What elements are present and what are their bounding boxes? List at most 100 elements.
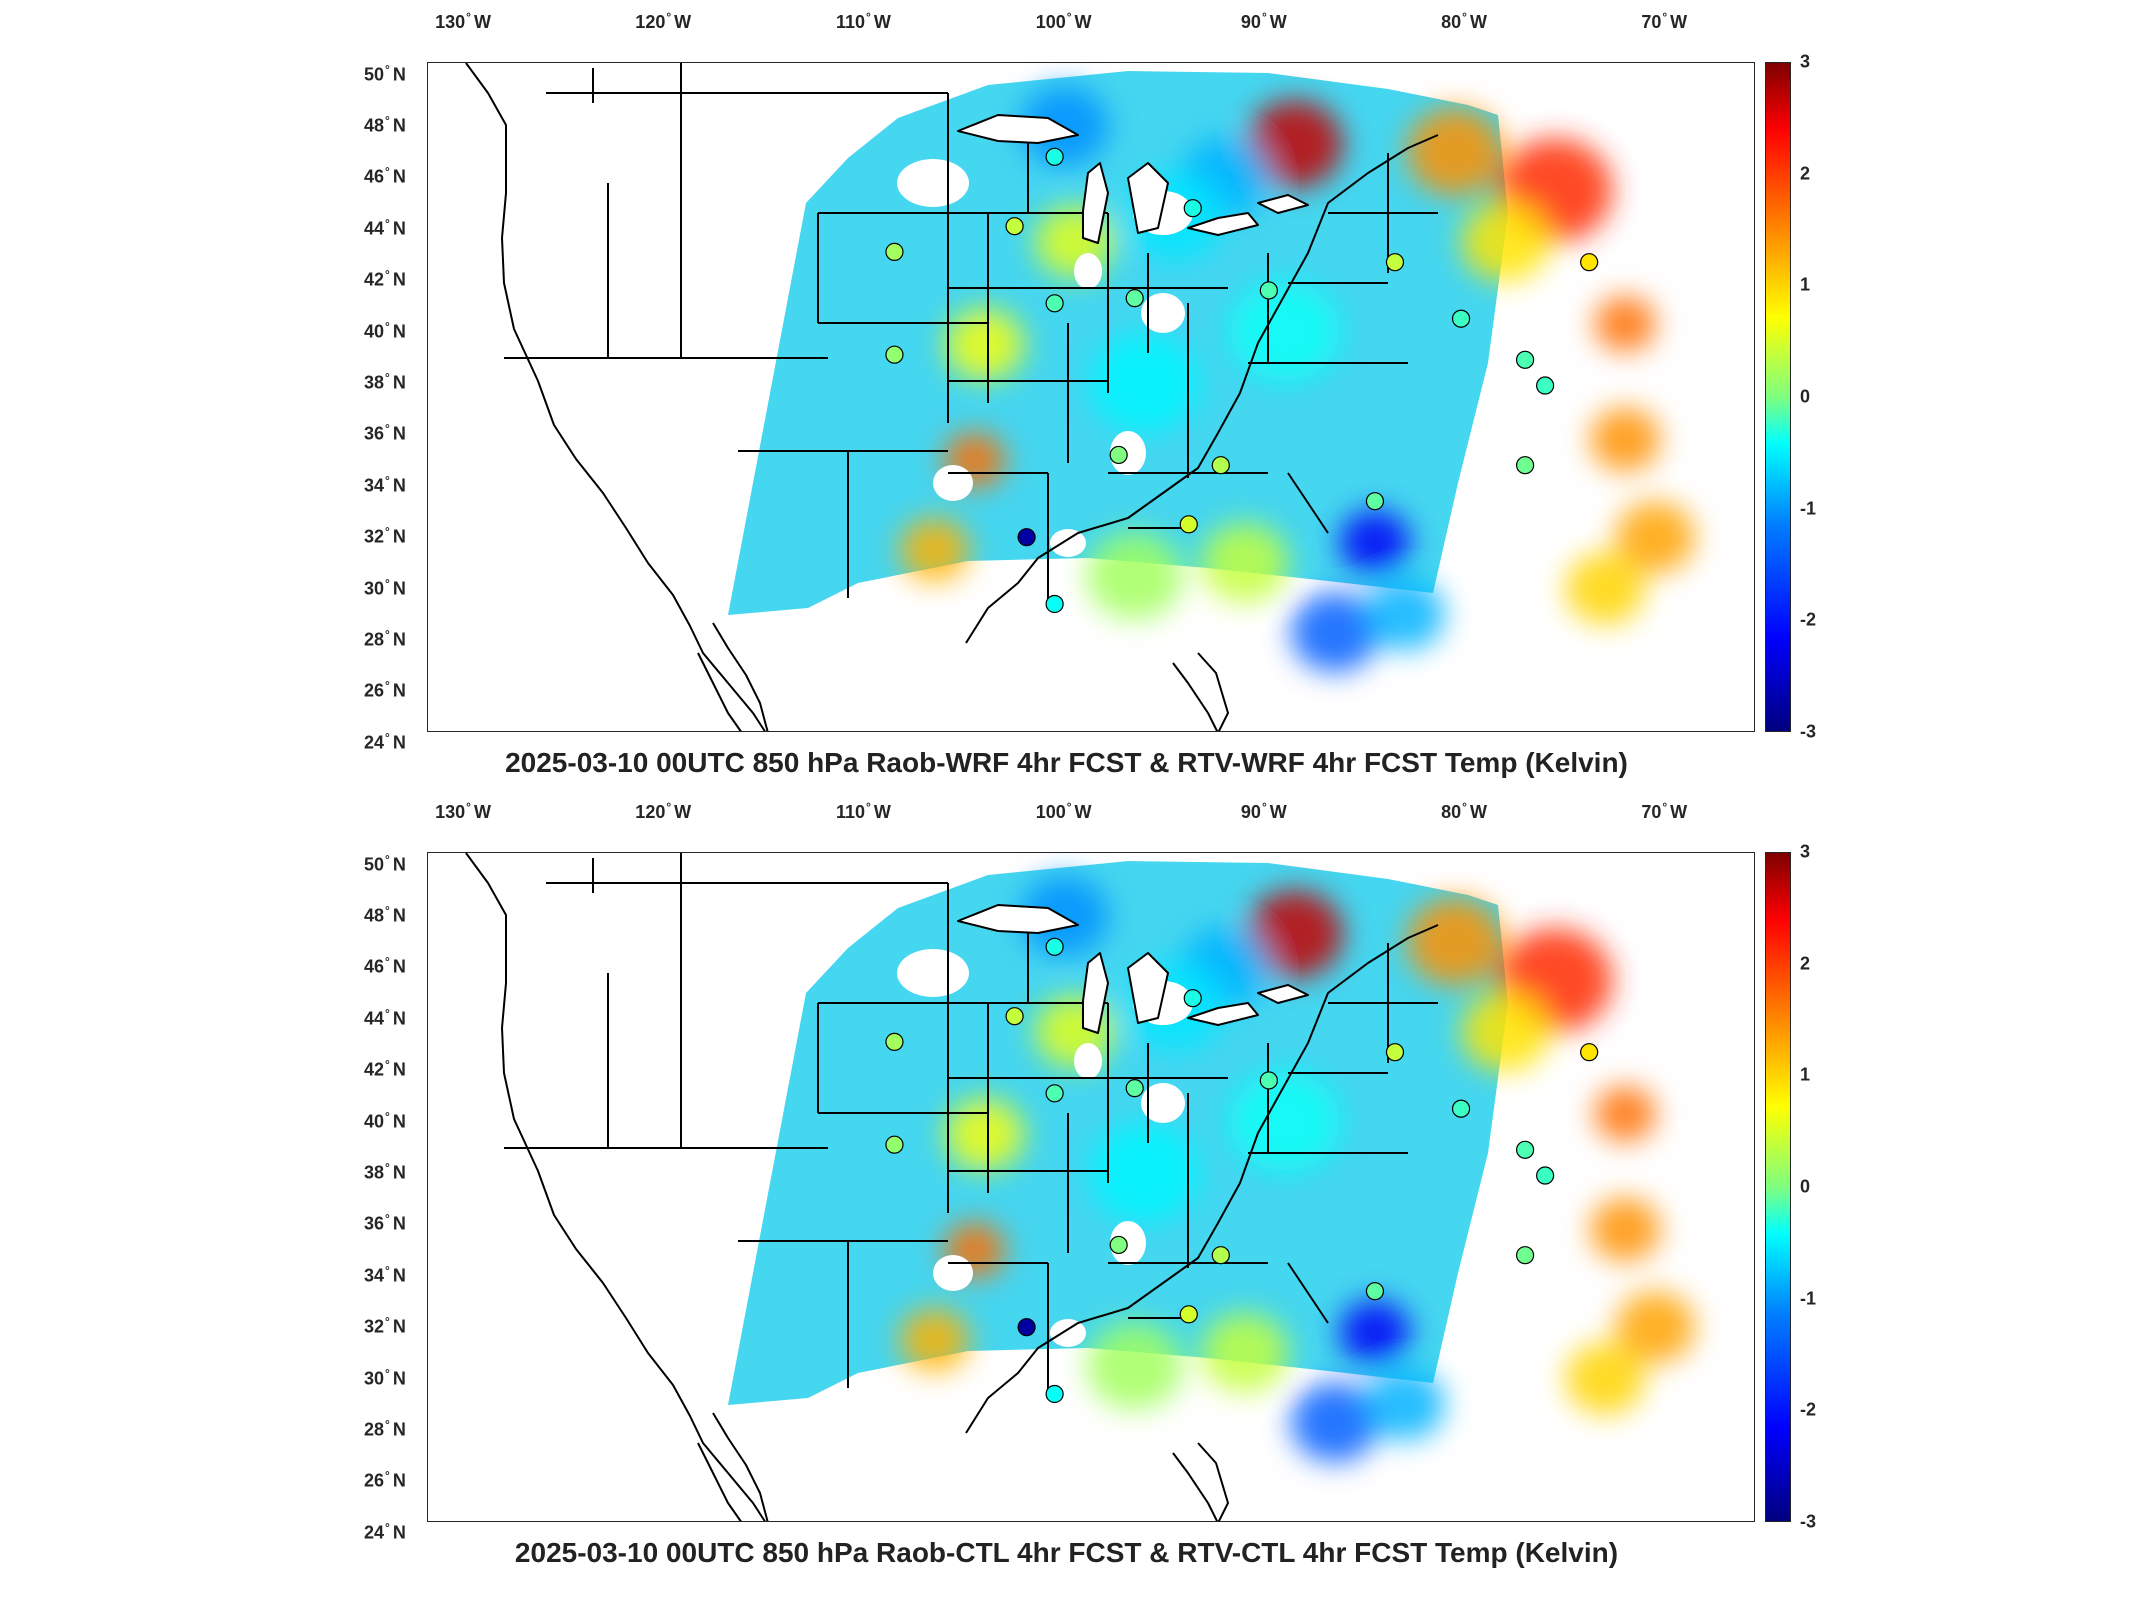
longitude-tick-label: 130° W	[435, 10, 491, 32]
latitude-tick-label: 26° N	[364, 678, 406, 701]
latitude-tick-label: 44° N	[364, 216, 406, 239]
latitude-tick-label: 36° N	[364, 1211, 406, 1234]
no-data-patch	[1141, 293, 1185, 333]
colorbar-tick-label: 0	[1800, 1176, 1811, 1197]
no-data-patch	[1074, 1043, 1102, 1079]
raob-station-marker	[1045, 1384, 1064, 1404]
no-data-patch	[1074, 253, 1102, 289]
no-data-patch	[897, 159, 969, 207]
raob-station-marker	[1125, 1079, 1144, 1098]
raob-station-marker	[1045, 937, 1064, 956]
anomaly-patch	[1615, 501, 1695, 574]
baja-coastline	[712, 622, 769, 731]
longitude-tick-label: 100° W	[1035, 10, 1092, 32]
baja-coastline	[697, 1442, 742, 1521]
latitude-tick-label: 40° N	[364, 319, 406, 342]
longitude-tick-label: 70° W	[1641, 10, 1688, 32]
longitude-tick-label: 120° W	[635, 800, 692, 822]
great-lake	[1257, 984, 1309, 1004]
raob-station-marker	[1536, 1166, 1555, 1185]
plot-title: 2025-03-10 00UTC 850 hPa Raob-WRF 4hr FC…	[505, 747, 1628, 778]
no-data-patch	[933, 465, 973, 501]
anomaly-patch	[1615, 1291, 1695, 1364]
raob-station-marker	[1259, 281, 1278, 300]
anomaly-patch	[1089, 332, 1200, 433]
raob-station-marker	[1365, 1282, 1385, 1301]
raob-station-marker	[1109, 1235, 1128, 1255]
gulf-east-coastline	[965, 134, 1439, 644]
colorbar-tick-label: -1	[1800, 1288, 1817, 1309]
latitude-tick-label: 30° N	[364, 1366, 406, 1389]
latitude-tick-label: 44° N	[364, 1006, 406, 1029]
anomaly-patch	[1339, 1300, 1411, 1365]
anomaly-patch	[1594, 295, 1656, 352]
latitude-tick-label: 34° N	[364, 1263, 406, 1286]
colorbar-tick-label: -2	[1800, 609, 1817, 630]
state-line	[1287, 1262, 1329, 1324]
raob-station-marker	[1515, 456, 1535, 475]
great-lake	[1082, 162, 1109, 244]
gulf-east-coastline	[965, 924, 1439, 1434]
colorbar-tick-label: -2	[1800, 1399, 1817, 1420]
anomaly-patch	[1229, 1071, 1340, 1172]
anomaly-patch	[1589, 407, 1661, 472]
latitude-tick-label: 36° N	[364, 421, 406, 444]
longitude-tick-label: 70° W	[1641, 800, 1688, 822]
raob-station-marker	[1451, 1099, 1471, 1118]
raob-station-marker	[1536, 376, 1555, 395]
raob-station-marker	[1045, 594, 1064, 614]
longitude-tick-label: 120° W	[635, 10, 692, 32]
anomaly-patch	[1461, 201, 1550, 282]
anomaly-patch	[1589, 1197, 1661, 1262]
raob-station-marker	[885, 1135, 904, 1154]
latitude-tick-label: 28° N	[364, 1417, 406, 1440]
anomaly-patch	[1406, 107, 1504, 196]
raob-station-marker	[1045, 1084, 1064, 1103]
great-lake	[1257, 194, 1309, 214]
colorbar-tick-label: 3	[1800, 51, 1811, 72]
anomaly-patch	[899, 1308, 970, 1373]
anomaly-patch	[1290, 592, 1379, 673]
west-coastline	[465, 853, 766, 1521]
longitude-tick-label: 130° W	[435, 800, 491, 822]
raob-station-marker	[1580, 1043, 1599, 1062]
colorbar-tick-label: 2	[1800, 163, 1811, 184]
anomaly-patch	[1365, 578, 1445, 651]
anomaly-patch	[1200, 1312, 1289, 1393]
colorbar-tick-label: -3	[1800, 721, 1817, 742]
state-boundaries	[504, 63, 1438, 603]
longitude-tick-label: 110° W	[835, 800, 891, 822]
raob-station-marker	[1385, 1043, 1405, 1062]
raob-station-marker	[1045, 294, 1064, 313]
raob-station-marker	[885, 1032, 904, 1051]
raob-station-marker	[885, 242, 904, 261]
anomaly-patch	[1086, 1321, 1184, 1410]
map-canvas	[465, 853, 1695, 1521]
anomaly-patch	[1200, 522, 1289, 603]
raob-station-marker	[1451, 309, 1471, 328]
raob-station-marker	[1179, 1305, 1198, 1324]
great-lake	[1082, 952, 1109, 1034]
latitude-tick-label: 38° N	[364, 1160, 406, 1183]
state-boundaries	[504, 853, 1438, 1393]
latitude-tick-label: 24° N	[364, 730, 406, 753]
longitude-tick-label: 80° W	[1441, 800, 1487, 822]
great-lake	[1187, 1002, 1259, 1026]
anomaly-patch	[1565, 552, 1645, 625]
anomaly-patch	[1461, 991, 1550, 1072]
great-lake	[1187, 212, 1259, 236]
no-data-patch	[933, 1255, 973, 1291]
anomaly-patch	[1290, 1382, 1379, 1463]
west-coastline	[465, 63, 766, 731]
anomaly-patch	[1089, 1122, 1200, 1223]
latitude-tick-label: 42° N	[364, 1057, 406, 1080]
raob-station-marker	[1005, 217, 1024, 236]
raob-station-marker	[1179, 515, 1198, 534]
latitude-tick-label: 50° N	[364, 62, 406, 85]
anomaly-patch	[1565, 1342, 1645, 1415]
raob-station-marker	[1017, 1318, 1036, 1337]
latitude-tick-label: 50° N	[364, 852, 406, 875]
state-line	[1287, 472, 1329, 534]
longitude-tick-label: 100° W	[1035, 800, 1092, 822]
raob-station-marker	[1515, 1246, 1535, 1265]
